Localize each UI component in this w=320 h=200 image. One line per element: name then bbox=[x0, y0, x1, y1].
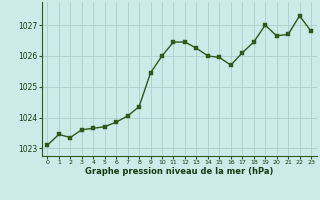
X-axis label: Graphe pression niveau de la mer (hPa): Graphe pression niveau de la mer (hPa) bbox=[85, 167, 273, 176]
